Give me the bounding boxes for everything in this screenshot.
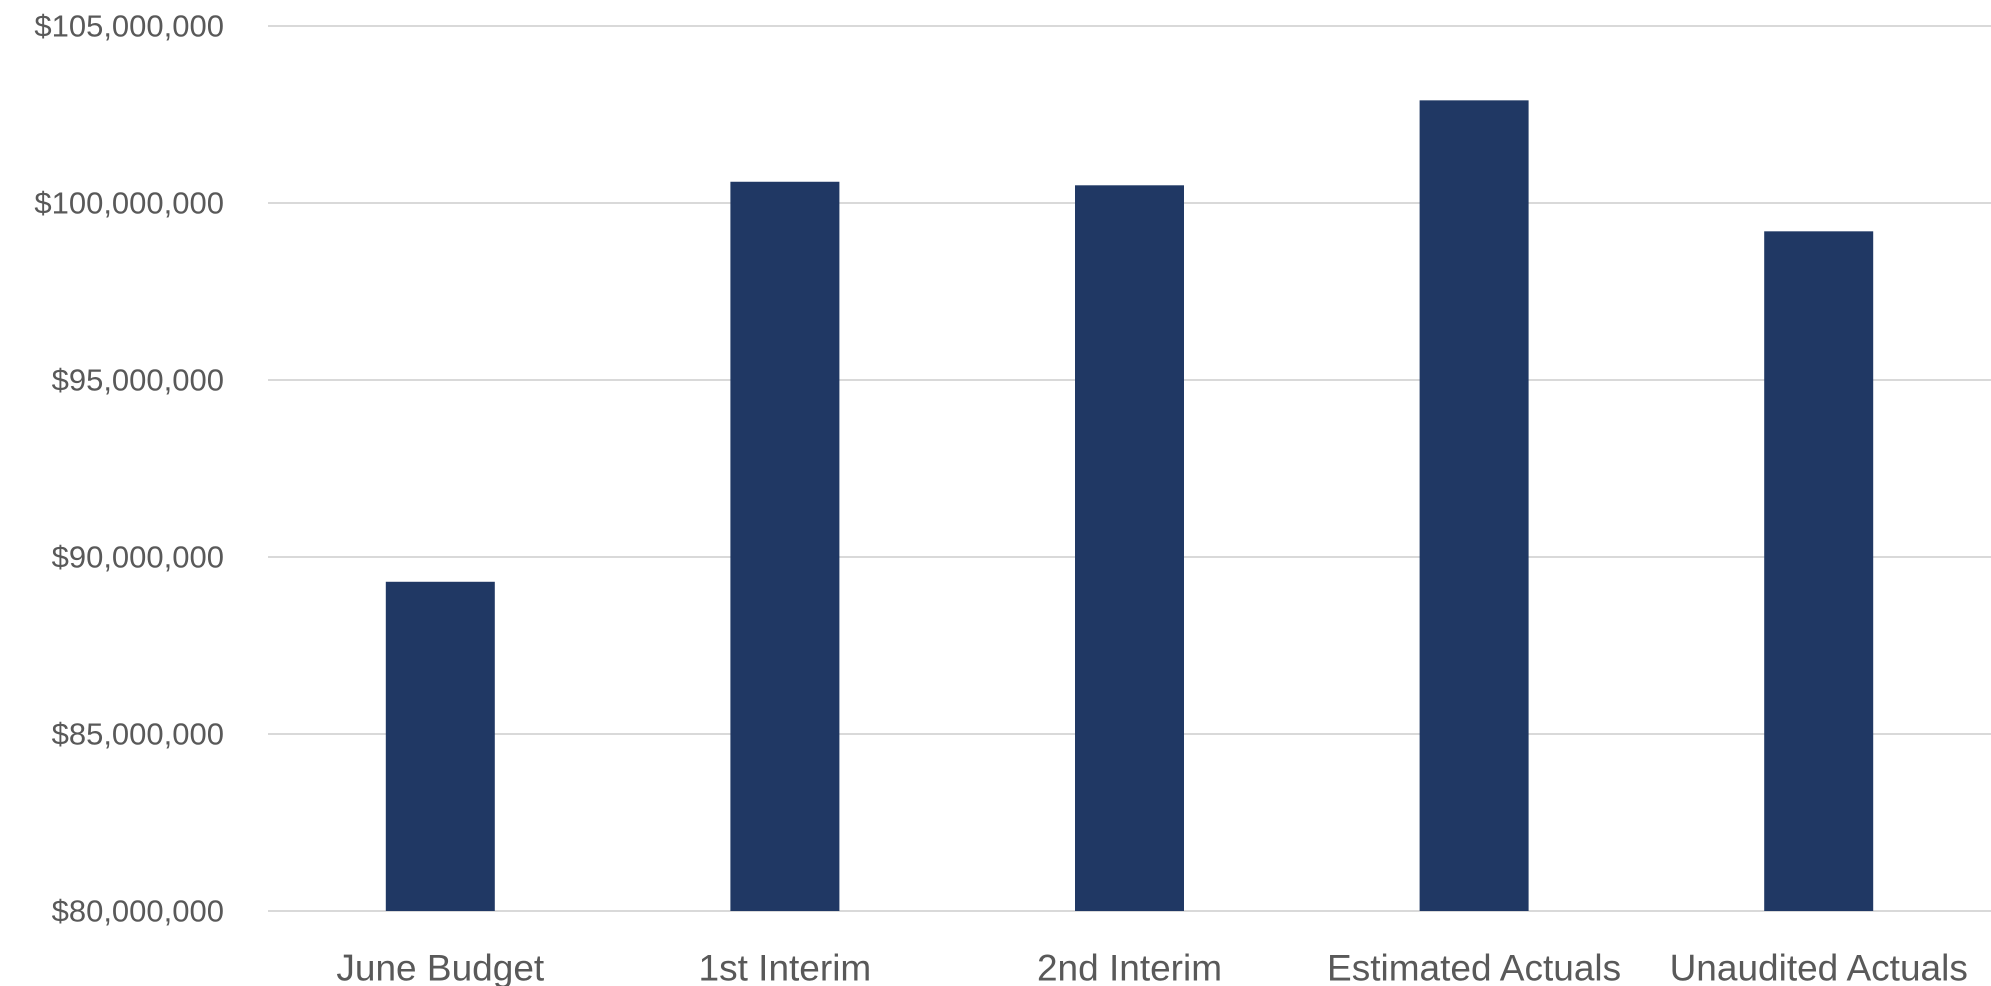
- bar-june-budget: [385, 581, 495, 911]
- x-category-label: 2nd Interim: [1037, 948, 1222, 986]
- y-tick-label: $90,000,000: [52, 540, 224, 575]
- bar-2nd-interim: [1075, 185, 1184, 912]
- bar-estimated-actuals: [1419, 100, 1529, 912]
- bars: [385, 100, 1874, 912]
- x-category-label: Estimated Actuals: [1327, 948, 1621, 986]
- x-category-label: 1st Interim: [699, 948, 872, 986]
- x-category-label: Unaudited Actuals: [1670, 948, 1968, 986]
- x-axis-category-labels: June Budget 1st Interim 2nd Interim Estimat…: [336, 948, 1967, 986]
- y-tick-label: $105,000,000: [34, 9, 224, 44]
- y-tick-label: $100,000,000: [34, 186, 224, 221]
- y-axis-tick-labels: $80,000,000 $85,000,000 $90,000,000 $95,000…: [34, 9, 224, 929]
- y-tick-label: $85,000,000: [52, 717, 224, 752]
- y-tick-label: $95,000,000: [52, 363, 224, 398]
- bar-1st-interim: [730, 181, 840, 911]
- bar-unaudited-actuals: [1764, 231, 1874, 911]
- x-category-label: June Budget: [336, 948, 545, 986]
- y-tick-label: $80,000,000: [52, 894, 224, 929]
